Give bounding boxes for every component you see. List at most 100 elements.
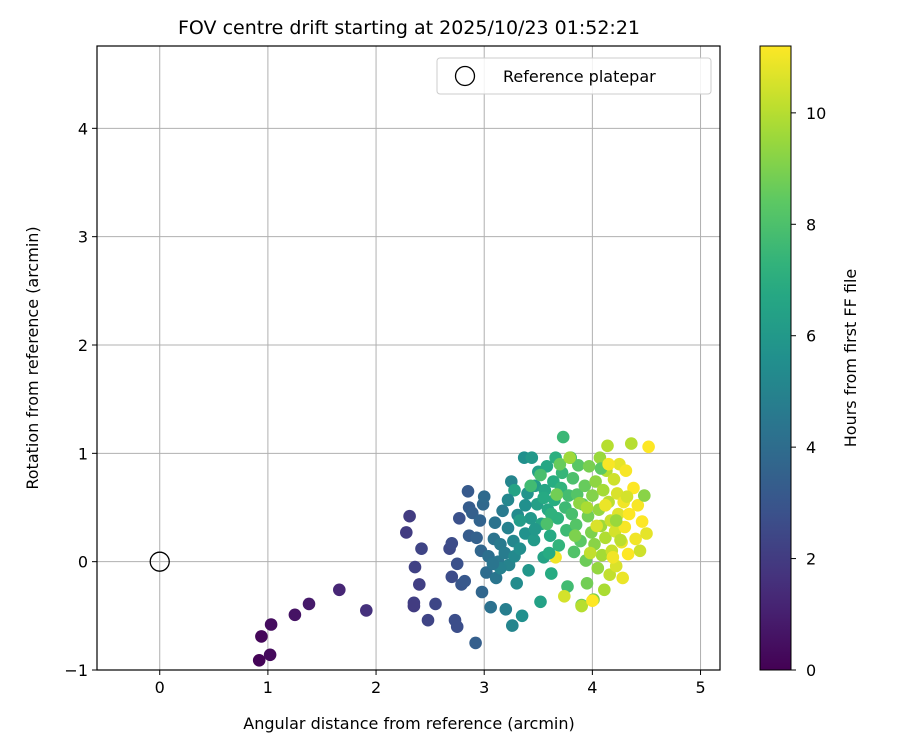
scatter-point: [522, 564, 535, 577]
scatter-point: [534, 468, 547, 482]
scatter-point: [413, 578, 426, 591]
scatter-point: [498, 546, 512, 560]
scatter-point: [609, 514, 623, 527]
colorbar-tick-label: 0: [806, 661, 816, 680]
reference-marker: [149, 551, 170, 572]
scatter-point: [264, 618, 278, 631]
scatter-point: [288, 608, 302, 622]
x-tick-label: 2: [371, 678, 381, 697]
scatter-point: [590, 519, 603, 533]
scatter-point: [302, 597, 316, 611]
scatter-point: [567, 545, 581, 559]
scatter-point: [596, 483, 610, 497]
y-tick-label: 0: [78, 553, 88, 572]
scatter-point: [568, 529, 582, 542]
scatter-point: [540, 460, 554, 473]
scatter-point: [601, 439, 614, 453]
scatter-point: [607, 473, 621, 486]
scatter-point: [519, 527, 532, 540]
scatter-point: [458, 574, 472, 588]
y-tick-label: 2: [78, 336, 88, 355]
scatter-point: [450, 557, 464, 571]
scatter-point: [582, 460, 596, 473]
scatter-point: [633, 544, 647, 558]
x-axis-label: Angular distance from reference (arcmin): [243, 714, 574, 733]
scatter-point: [566, 472, 580, 485]
scatter-point: [480, 566, 493, 579]
scatter-point: [610, 487, 624, 500]
scatter-point: [415, 542, 428, 555]
data-points: [252, 430, 655, 667]
scatter-point: [527, 533, 541, 547]
scatter-point: [561, 580, 574, 593]
scatter-point: [616, 571, 629, 585]
y-tick-label: −1: [64, 661, 88, 680]
legend-marker: [454, 65, 476, 87]
y-axis-ticks: −1 0 1 2 3 4: [64, 119, 97, 680]
scatter-point: [255, 630, 268, 643]
scatter-point: [580, 577, 594, 590]
scatter-point: [642, 440, 655, 454]
scatter-point: [450, 620, 464, 633]
scatter-point: [558, 590, 571, 603]
scatter-point: [580, 501, 594, 514]
scatter-point: [524, 512, 537, 525]
scatter-point: [640, 527, 653, 540]
colorbar-tick-label: 4: [806, 438, 816, 457]
scatter-point: [565, 507, 579, 521]
scatter-point: [501, 493, 515, 507]
scatter-point: [569, 518, 583, 532]
scatter-point: [360, 604, 373, 617]
scatter-point: [501, 521, 515, 535]
scatter-point: [627, 481, 640, 495]
scatter-point: [407, 599, 421, 613]
scatter-point: [572, 459, 585, 472]
scatter-point: [421, 613, 435, 627]
scatter-point: [553, 457, 567, 471]
chart-title: FOV centre drift starting at 2025/10/23 …: [178, 17, 640, 39]
scatter-point: [513, 542, 527, 555]
scatter-point: [515, 609, 529, 623]
scatter-point: [622, 507, 636, 521]
colorbar-label: Hours from first FF file: [841, 269, 860, 448]
scatter-point: [519, 499, 532, 512]
scatter-point: [586, 489, 599, 502]
colorbar-tick-label: 6: [806, 327, 816, 346]
scatter-point: [528, 522, 542, 536]
scatter-point: [602, 457, 615, 471]
scatter-point: [408, 560, 422, 574]
scatter-point: [638, 489, 651, 502]
y-tick-label: 1: [78, 444, 88, 463]
scatter-point: [599, 499, 612, 512]
scatter-point: [595, 548, 609, 562]
colorbar-tick-label: 10: [806, 104, 826, 123]
scatter-point: [598, 583, 611, 597]
colorbar-tick-label: 2: [806, 550, 816, 569]
scatter-point: [508, 483, 521, 497]
y-tick-label: 4: [78, 119, 88, 138]
scatter-point: [621, 547, 635, 561]
scatter-point: [263, 648, 277, 662]
scatter-point: [593, 451, 607, 465]
scatter-point: [429, 597, 442, 611]
scatter-point: [619, 464, 633, 478]
scatter-point: [486, 557, 500, 571]
scatter-point: [540, 517, 554, 531]
scatter-point: [556, 430, 570, 444]
scatter-point: [589, 475, 602, 488]
x-tick-label: 1: [263, 678, 273, 697]
scatter-point: [631, 499, 645, 512]
scatter-point: [552, 539, 566, 552]
x-tick-label: 0: [155, 678, 165, 697]
scatter-point: [591, 561, 605, 575]
scatter-point: [445, 537, 459, 550]
scatter-point: [586, 594, 599, 607]
scatter-point: [488, 516, 502, 529]
x-tick-label: 3: [479, 678, 489, 697]
scatter-point: [510, 577, 523, 590]
scatter-point: [618, 520, 632, 534]
scatter-point: [563, 451, 576, 465]
colorbar-frame: [759, 45, 792, 671]
scatter-point: [484, 600, 498, 614]
